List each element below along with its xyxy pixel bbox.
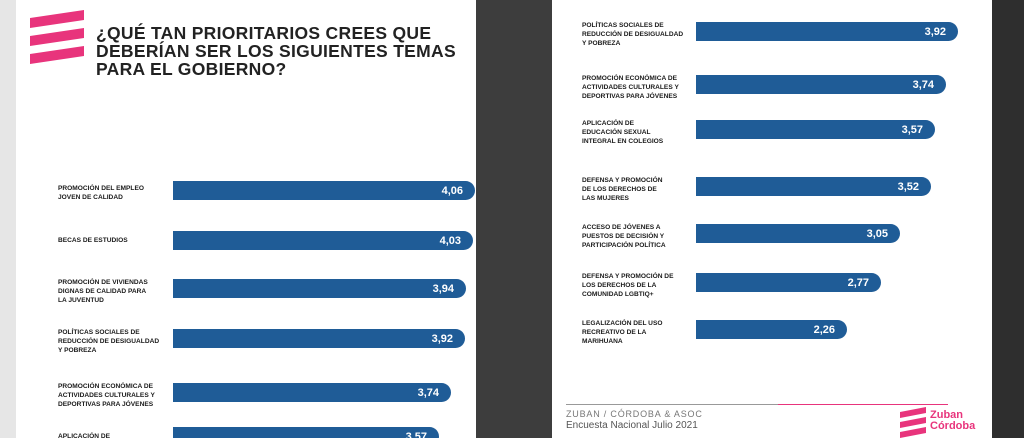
bar: 3,94 bbox=[173, 279, 466, 298]
bar-category-label: BECAS DE ESTUDIOS bbox=[58, 236, 128, 244]
background-gap bbox=[476, 0, 552, 438]
bar: 4,06 bbox=[173, 181, 475, 200]
bar-category-label: POLÍTICAS SOCIALES DE REDUCCIÓN DE DESIG… bbox=[582, 21, 684, 47]
bar-value-label: 3,94 bbox=[432, 282, 454, 295]
bar-value-label: 3,74 bbox=[417, 386, 439, 399]
bar-value-label: 2,26 bbox=[813, 323, 835, 336]
bar-value-label: 4,06 bbox=[441, 184, 463, 197]
right-page: POLÍTICAS SOCIALES DE REDUCCIÓN DE DESIG… bbox=[552, 0, 992, 438]
footer-survey-name: Encuesta Nacional Julio 2021 bbox=[566, 420, 698, 431]
bar-category-label: DEFENSA Y PROMOCIÓN DE LOS DERECHOS DE L… bbox=[582, 272, 674, 298]
footer-accent-line bbox=[778, 404, 948, 405]
bar: 3,92 bbox=[173, 329, 465, 348]
logo-wordmark: Zuban Córdoba bbox=[930, 409, 976, 432]
bar-value-label: 4,03 bbox=[439, 234, 461, 247]
bar: 3,57 bbox=[696, 120, 935, 139]
bar-category-label: DEFENSA Y PROMOCIÓN DE LOS DERECHOS DE L… bbox=[582, 176, 663, 202]
page-title: ¿QUÉ TAN PRIORITARIOS CREES QUE DEBERÍAN… bbox=[96, 23, 456, 79]
background-edge-left bbox=[0, 0, 16, 438]
bar-category-label: ACCESO DE JÓVENES A PUESTOS DE DECISIÓN … bbox=[582, 223, 666, 249]
bar-category-label: PROMOCIÓN DE VIVIENDAS DIGNAS DE CALIDAD… bbox=[58, 278, 148, 304]
bar-value-label: 3,92 bbox=[431, 332, 453, 345]
bar-value-label: 3,52 bbox=[897, 180, 919, 193]
bar-value-label: 3,05 bbox=[866, 227, 888, 240]
left-page: ¿QUÉ TAN PRIORITARIOS CREES QUE DEBERÍAN… bbox=[16, 0, 476, 438]
bar: 4,03 bbox=[173, 231, 473, 250]
bar-category-label: PROMOCIÓN ECONÓMICA DE ACTIVIDADES CULTU… bbox=[58, 382, 155, 408]
bar-value-label: 3,57 bbox=[901, 123, 923, 136]
brand-stripes-icon bbox=[30, 10, 84, 64]
bar-category-label: APLICACIÓN DE EDUCACIÓN SEXUAL INTEGRAL … bbox=[582, 119, 664, 145]
bar: 3,74 bbox=[696, 75, 946, 94]
bar: 2,26 bbox=[696, 320, 847, 339]
bar-value-label: 3,74 bbox=[912, 78, 934, 91]
bar: 3,52 bbox=[696, 177, 931, 196]
bar: 3,05 bbox=[696, 224, 900, 243]
bar-category-label: LEGALIZACIÓN DEL USO RECREATIVO DE LA MA… bbox=[582, 319, 663, 345]
bar: 3,74 bbox=[173, 383, 451, 402]
bar-category-label: POLÍTICAS SOCIALES DE REDUCCIÓN DE DESIG… bbox=[58, 328, 160, 354]
logo-stripes-icon bbox=[900, 407, 926, 438]
bar-category-label: PROMOCIÓN ECONÓMICA DE ACTIVIDADES CULTU… bbox=[582, 74, 679, 100]
bar-value-label: 3,57 bbox=[405, 430, 427, 438]
background-edge-right bbox=[992, 0, 1024, 438]
bar: 3,57 bbox=[173, 427, 439, 438]
footer-divider bbox=[566, 404, 778, 405]
bar-value-label: 3,92 bbox=[924, 25, 946, 38]
footer-brand: ZUBAN / CÓRDOBA & ASOC bbox=[566, 409, 703, 419]
bar-value-label: 2,77 bbox=[847, 276, 869, 289]
bar: 3,92 bbox=[696, 22, 958, 41]
footer-logo: Zuban Córdoba bbox=[900, 407, 986, 438]
bar-category-label: APLICACIÓN DE bbox=[58, 432, 111, 438]
bar-category-label: PROMOCIÓN DEL EMPLEO JOVEN DE CALIDAD bbox=[58, 185, 144, 201]
bar: 2,77 bbox=[696, 273, 881, 292]
